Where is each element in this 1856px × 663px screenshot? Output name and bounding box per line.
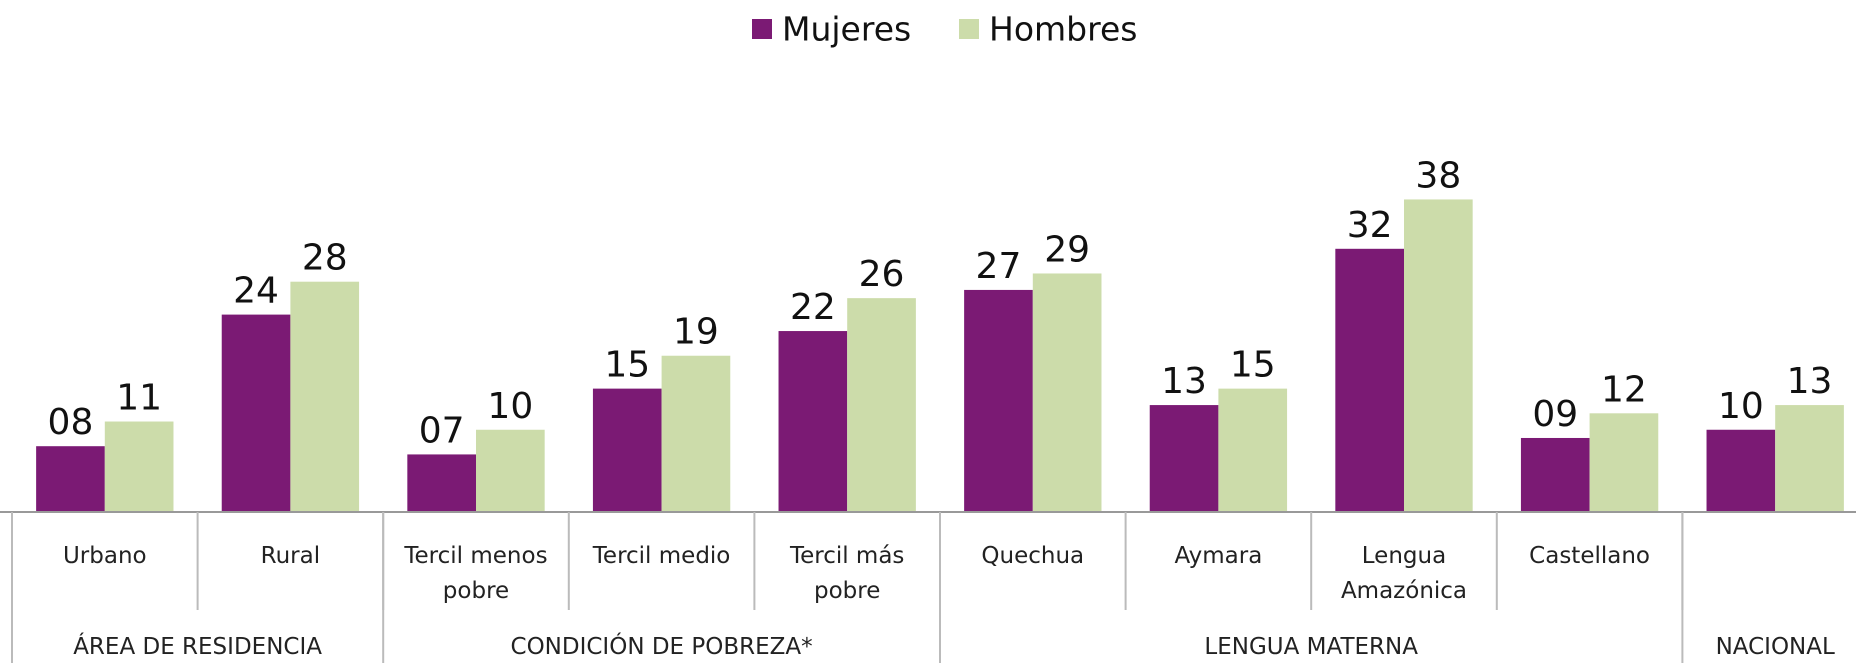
bar (36, 446, 105, 512)
data-label: 11 (116, 378, 162, 419)
bar (1775, 405, 1844, 512)
legend-swatch (959, 19, 979, 39)
x-tick-label: Rural (260, 543, 321, 569)
x-tick-label: Tercil menos pobre (404, 543, 548, 604)
legend-label: Hombres (989, 10, 1137, 49)
group-label: LENGUA MATERNA (1204, 634, 1418, 660)
data-label: 09 (1532, 394, 1578, 435)
legend-swatch (752, 19, 772, 39)
data-label: 13 (1161, 361, 1207, 402)
data-label: 29 (1044, 229, 1090, 270)
bar (778, 331, 848, 512)
data-label: 28 (302, 238, 348, 279)
bar (1032, 273, 1102, 512)
bar (964, 289, 1033, 512)
data-label: 26 (859, 254, 905, 295)
data-label: 32 (1347, 205, 1393, 246)
data-label: 07 (419, 410, 465, 451)
x-tick-label: Aymara (1174, 543, 1263, 569)
bar (290, 281, 360, 512)
x-tick-label: Tercil más pobre (789, 543, 905, 604)
data-label: 15 (604, 345, 650, 386)
x-tick-label: Quechua (981, 543, 1085, 569)
bar (1706, 429, 1776, 512)
bar (104, 421, 174, 512)
x-tick-label: Urbano (62, 543, 147, 569)
data-label: 38 (1415, 155, 1461, 196)
data-label: 27 (976, 246, 1022, 287)
bar (1589, 413, 1659, 512)
x-tick-label: Lengua Amazónica (1340, 543, 1468, 604)
data-label: 10 (1718, 386, 1764, 427)
group-label: ÁREA DE RESIDENCIA (73, 634, 322, 660)
bar (476, 429, 545, 512)
data-label: 19 (673, 312, 719, 353)
bar (1404, 199, 1473, 512)
data-label: 22 (790, 287, 836, 328)
data-label: 08 (48, 402, 94, 443)
group-label: CONDICIÓN DE POBREZA* (510, 634, 813, 660)
bar (592, 388, 662, 512)
x-tick-label: Castellano (1529, 543, 1651, 569)
data-label: 15 (1230, 345, 1276, 386)
legend-label: Mujeres (782, 10, 911, 49)
bar (1149, 405, 1219, 512)
bar (1335, 248, 1404, 513)
data-label: 12 (1601, 369, 1647, 410)
data-label: 10 (487, 386, 533, 427)
bar (407, 454, 476, 512)
bar (847, 298, 916, 512)
bar (221, 314, 291, 512)
bar (1520, 437, 1590, 512)
data-label: 24 (233, 271, 279, 312)
data-label: 13 (1787, 361, 1833, 402)
x-tick-label: Tercil medio (592, 543, 731, 569)
group-label: NACIONAL (1715, 634, 1835, 660)
bar (1218, 388, 1288, 512)
bar (661, 355, 731, 512)
